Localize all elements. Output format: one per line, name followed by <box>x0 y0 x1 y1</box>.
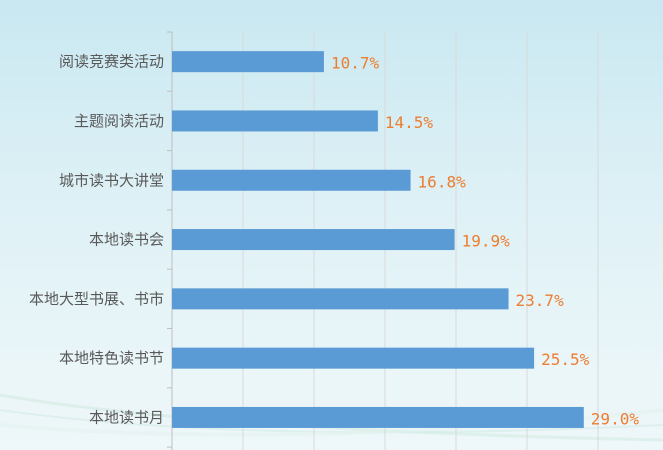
bar <box>172 288 509 310</box>
category-label: 本地读书月 <box>89 408 164 426</box>
category-label: 本地读书会 <box>89 231 164 249</box>
data-label: 23.7% <box>516 291 565 310</box>
data-label: 29.0% <box>591 409 640 428</box>
bar <box>172 347 535 369</box>
bar <box>172 51 324 73</box>
category-label: 本地大型书展、书市 <box>29 290 164 308</box>
data-label: 16.8% <box>418 172 467 191</box>
bar <box>172 110 378 132</box>
category-label: 本地特色读书节 <box>59 349 164 367</box>
data-label: 14.5% <box>385 113 434 132</box>
data-label: 25.5% <box>541 350 590 369</box>
category-label: 城市读书大讲堂 <box>59 171 164 189</box>
data-label: 19.9% <box>462 232 511 251</box>
category-label: 主题阅读活动 <box>74 112 164 130</box>
data-label: 10.7% <box>331 54 380 73</box>
bar <box>172 229 455 251</box>
category-label: 阅读竞赛类活动 <box>59 53 164 71</box>
bar <box>172 169 411 191</box>
bar <box>172 406 584 428</box>
